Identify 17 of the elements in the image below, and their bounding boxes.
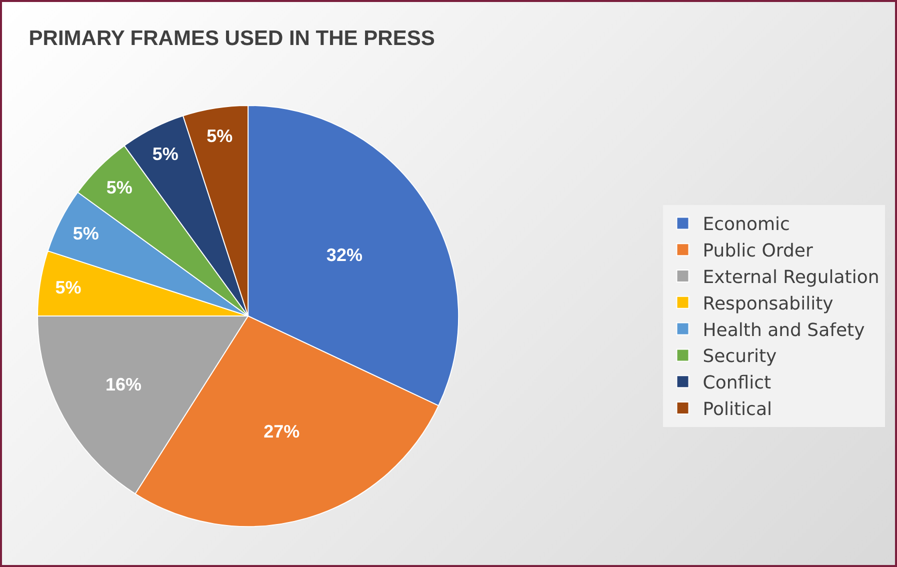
data-label: 5% [152,144,178,164]
data-label: 16% [106,374,142,394]
legend-label: Political [702,399,772,420]
legend-label: Health and Safety [702,320,866,341]
legend-label: Conflict [702,372,772,394]
data-label: 5% [55,278,82,298]
legend-label: Economic [702,214,790,236]
data-label: 27% [264,422,300,442]
data-label: 5% [106,177,132,198]
legend-label: Security [702,346,778,368]
data-label: 32% [326,244,362,265]
legend-label: Responsability [702,293,834,314]
chart-title: PRIMARY FRAMES USED IN THE PRESS [28,26,435,50]
data-label: 5% [72,223,99,244]
legend-label: External Regulation [702,267,880,288]
data-label: 5% [206,126,233,146]
legend-label: Public Order [702,240,814,262]
